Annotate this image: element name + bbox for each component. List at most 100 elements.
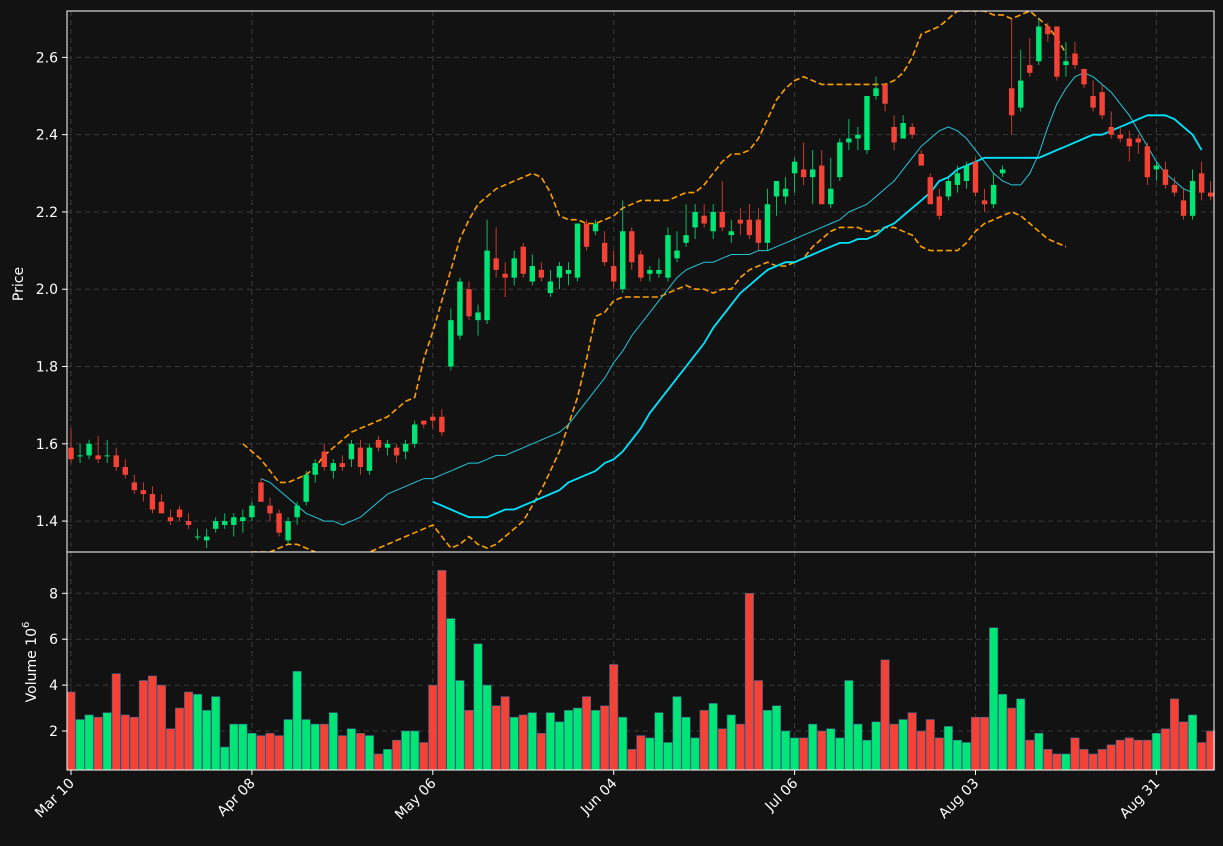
volume-bar (455, 680, 465, 771)
candle-up (457, 281, 463, 336)
volume-bar (84, 714, 94, 771)
candle-down (972, 161, 979, 193)
volume-bar (573, 707, 583, 771)
candle-up (249, 505, 255, 518)
volume-bar (627, 749, 637, 771)
upper-band-line (242, 11, 1067, 484)
volume-bar (1070, 737, 1080, 771)
candlestick-series (68, 18, 1214, 549)
volume-bar (1160, 728, 1170, 771)
volume-bar (998, 693, 1008, 771)
volume-bar (717, 728, 727, 771)
candle-down (1144, 146, 1151, 178)
price-ytick-label: 1.4 (36, 514, 58, 530)
volume-bar (663, 742, 673, 771)
candle-down (421, 420, 427, 425)
volume-bar (328, 712, 338, 771)
volume-series (66, 570, 1216, 771)
volume-bar (193, 693, 203, 771)
candle-up (547, 281, 554, 294)
volume-bar (220, 746, 230, 771)
candle-down (167, 517, 174, 522)
candle-down (882, 84, 888, 104)
candle-up (1189, 181, 1196, 216)
candle-down (601, 242, 608, 263)
volume-bar (1079, 749, 1089, 771)
candle-down (321, 451, 327, 467)
candle-up (864, 96, 870, 151)
volume-bar (989, 627, 999, 771)
volume-bar (1179, 721, 1189, 771)
candle-down (493, 258, 499, 270)
candle-up (330, 463, 337, 471)
sma-slow-line (432, 114, 1203, 519)
axes (66, 10, 1215, 771)
candle-down (746, 219, 753, 236)
candle-up (665, 235, 671, 278)
volume-bar (554, 721, 564, 771)
volume-bar (636, 735, 646, 771)
volume-bar (880, 659, 890, 771)
candle-up (791, 161, 798, 174)
volume-bar (699, 710, 709, 771)
candle-down (629, 231, 635, 263)
candle-up (194, 536, 201, 538)
volume-bar (138, 680, 148, 771)
volume-bar (184, 691, 194, 771)
candle-down (466, 289, 472, 317)
volume-bar (1043, 749, 1053, 771)
volume-bar (491, 705, 501, 771)
volume-bar (1061, 753, 1071, 771)
candle-down (176, 509, 183, 518)
candle-up (104, 455, 110, 457)
volume-bar (509, 716, 519, 771)
candle-down (1072, 53, 1078, 66)
volume-bar (301, 719, 311, 771)
volume-bar (473, 643, 483, 771)
volume-bar (1151, 732, 1161, 771)
candle-down (638, 254, 644, 278)
volume-bar (419, 742, 429, 771)
volume-bar (871, 721, 881, 771)
candle-down (927, 177, 933, 205)
candle-up (231, 517, 237, 525)
volume-bar (229, 723, 239, 771)
volume-bar (211, 696, 221, 771)
candle-down (1081, 68, 1087, 85)
volume-bar (364, 735, 374, 771)
volume-ytick-label: 2 (49, 724, 58, 740)
volume-bar (681, 716, 691, 771)
candle-up (1018, 80, 1024, 108)
candle-up (656, 269, 662, 274)
volume-bar (102, 712, 112, 771)
candle-down (1171, 184, 1178, 193)
volume-axis-label: Volume 106 (21, 622, 40, 703)
volume-bar (772, 705, 782, 771)
volume-bar (600, 705, 610, 771)
candle-up (366, 447, 373, 471)
volume-bar (482, 684, 492, 771)
candle-up (1036, 26, 1042, 62)
candle-down (267, 505, 273, 514)
candle-up (240, 517, 246, 522)
volume-bar (1097, 749, 1107, 771)
volume-bar (563, 710, 573, 771)
volume-bar (518, 714, 528, 771)
volume-bar (1197, 742, 1207, 771)
candle-up (294, 505, 300, 518)
volume-bar (238, 723, 248, 771)
candle-down (1027, 65, 1033, 73)
price-axis-label: Price (11, 267, 27, 301)
volume-bar (283, 719, 293, 771)
candle-down (520, 246, 526, 274)
candle-down (1099, 92, 1105, 116)
volume-bar (536, 732, 546, 771)
volume-bar (383, 749, 393, 771)
candle-down (737, 219, 744, 224)
candle-up (692, 211, 698, 228)
bollinger-bands (242, 11, 1067, 552)
candle-up (312, 463, 318, 475)
volume-bar (165, 728, 175, 771)
volume-bar (582, 696, 592, 771)
